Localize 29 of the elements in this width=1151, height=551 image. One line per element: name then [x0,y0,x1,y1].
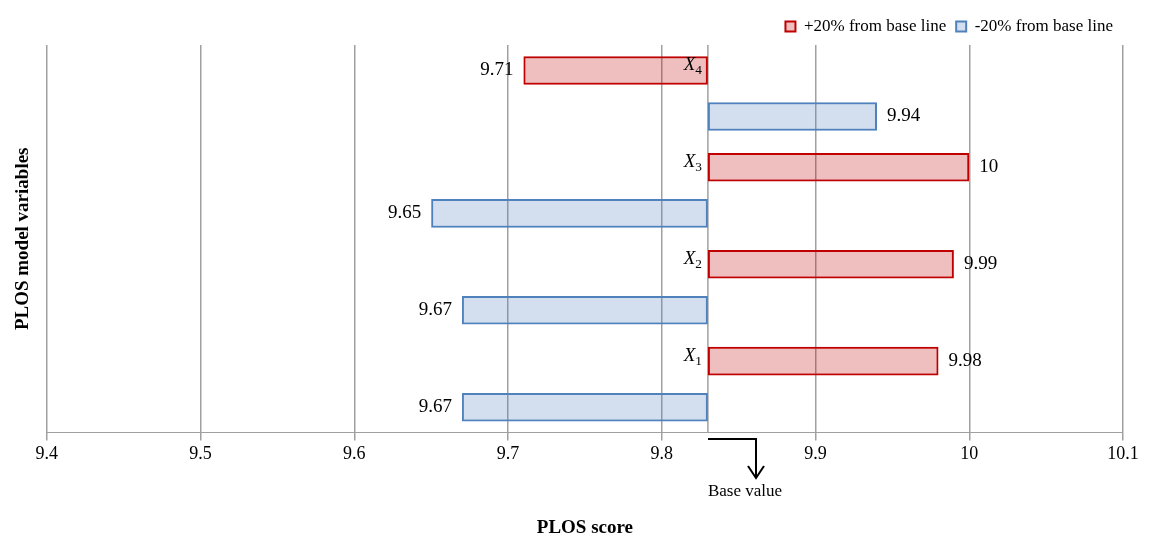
x-tick-label: 9.6 [343,443,366,464]
x-axis-title: PLOS score [536,515,634,537]
data-label: 9.94 [887,104,921,126]
bar [461,392,708,422]
x-tick-label: 9.5 [189,443,212,464]
legend-label: +20% from base line [803,15,947,35]
legend-label: -20% from base line [974,15,1114,35]
x-tick-label: 9.8 [650,443,674,464]
data-label: 9.99 [963,252,998,274]
bar [431,199,708,228]
data-label: 9.98 [948,349,982,371]
data-label: 9.71 [480,58,514,80]
bar [707,102,878,131]
data-label: 10 [979,155,999,177]
bar [707,346,939,376]
bar [523,56,708,85]
text: Base value [707,480,782,500]
data-label: 9.67 [418,298,452,320]
y-axis-title: PLOS model variables [11,147,33,331]
x-tick-label: 10.1 [1107,443,1139,464]
data-label: 9.65 [387,201,422,223]
bar [461,296,708,325]
x-tick-label: 10 [960,443,979,464]
bar [707,249,954,279]
x-tick-label: 9.9 [804,443,827,464]
bar [707,153,970,182]
data-label: 9.67 [418,395,452,417]
x-tick-label: 9.4 [35,443,59,464]
x-tick-label: 9.7 [496,443,520,464]
